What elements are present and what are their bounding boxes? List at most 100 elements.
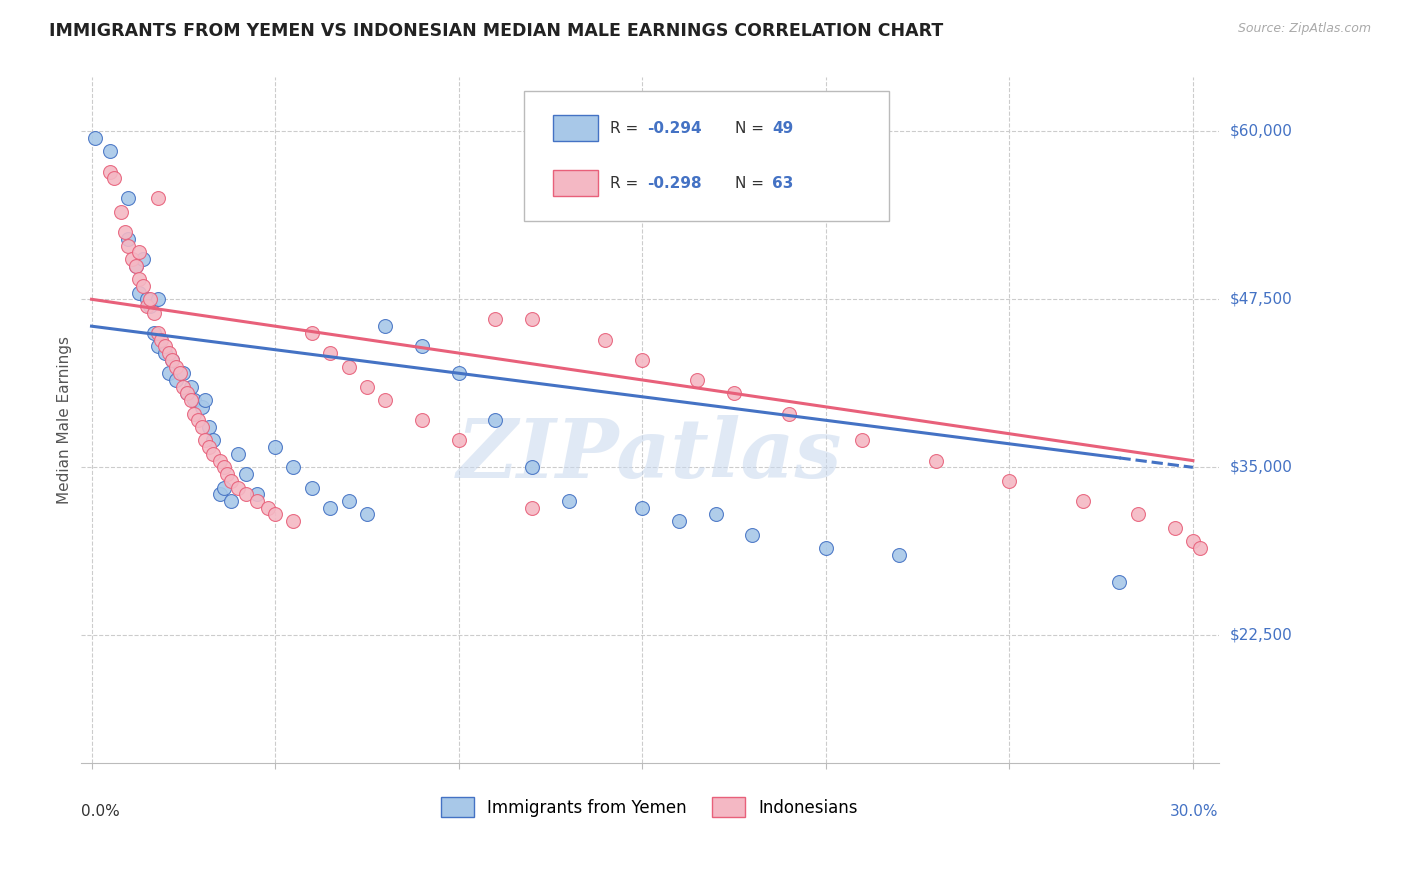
Point bbox=[201, 434, 224, 448]
Point bbox=[520, 500, 543, 515]
Point bbox=[246, 494, 269, 508]
Point bbox=[124, 259, 146, 273]
Point bbox=[631, 352, 654, 367]
Legend: Immigrants from Yemen, Indonesians: Immigrants from Yemen, Indonesians bbox=[434, 791, 865, 823]
Text: R =: R = bbox=[610, 176, 643, 191]
Point bbox=[142, 326, 165, 340]
Point bbox=[176, 386, 198, 401]
Point bbox=[187, 413, 209, 427]
Point bbox=[139, 299, 162, 313]
Point bbox=[520, 312, 543, 326]
Point bbox=[128, 245, 150, 260]
Point bbox=[246, 487, 269, 501]
Point bbox=[219, 494, 242, 508]
Point bbox=[139, 293, 162, 307]
Point bbox=[150, 333, 173, 347]
Point bbox=[411, 339, 433, 353]
Text: $35,000: $35,000 bbox=[1230, 460, 1292, 475]
Point bbox=[132, 252, 155, 266]
Point bbox=[135, 293, 157, 307]
Point bbox=[183, 407, 205, 421]
Point bbox=[146, 191, 169, 205]
Point bbox=[180, 379, 202, 393]
FancyBboxPatch shape bbox=[553, 115, 599, 141]
Point bbox=[447, 434, 470, 448]
Point bbox=[235, 487, 257, 501]
Point bbox=[283, 514, 305, 528]
Point bbox=[146, 339, 169, 353]
Point bbox=[814, 541, 837, 555]
Point bbox=[212, 481, 235, 495]
Point bbox=[595, 333, 617, 347]
Point bbox=[1189, 541, 1212, 555]
Point bbox=[132, 278, 155, 293]
Point bbox=[84, 131, 107, 145]
Point bbox=[176, 386, 198, 401]
Point bbox=[165, 373, 187, 387]
Point bbox=[135, 299, 157, 313]
Point bbox=[183, 393, 205, 408]
Point bbox=[157, 346, 180, 360]
Point bbox=[889, 548, 911, 562]
Point bbox=[146, 293, 169, 307]
Point bbox=[319, 500, 342, 515]
Point bbox=[128, 285, 150, 300]
Point bbox=[180, 393, 202, 408]
Point bbox=[110, 205, 132, 219]
Point bbox=[356, 508, 378, 522]
Point bbox=[217, 467, 239, 481]
Point bbox=[374, 393, 396, 408]
Point bbox=[668, 514, 690, 528]
Point bbox=[117, 238, 139, 252]
Point bbox=[686, 373, 709, 387]
Text: 63: 63 bbox=[772, 176, 794, 191]
Text: R =: R = bbox=[610, 120, 643, 136]
Point bbox=[283, 460, 305, 475]
Point bbox=[447, 366, 470, 380]
Point bbox=[741, 527, 763, 541]
Text: Source: ZipAtlas.com: Source: ZipAtlas.com bbox=[1237, 22, 1371, 36]
Point bbox=[146, 326, 169, 340]
Point bbox=[142, 306, 165, 320]
Point bbox=[925, 453, 948, 467]
Point bbox=[235, 467, 257, 481]
Point bbox=[484, 413, 506, 427]
Text: IMMIGRANTS FROM YEMEN VS INDONESIAN MEDIAN MALE EARNINGS CORRELATION CHART: IMMIGRANTS FROM YEMEN VS INDONESIAN MEDI… bbox=[49, 22, 943, 40]
Point bbox=[124, 259, 146, 273]
Point bbox=[337, 494, 360, 508]
Point bbox=[998, 474, 1021, 488]
Point bbox=[165, 359, 187, 374]
Point bbox=[103, 171, 125, 186]
FancyBboxPatch shape bbox=[524, 91, 889, 221]
Text: $47,500: $47,500 bbox=[1230, 292, 1292, 307]
FancyBboxPatch shape bbox=[553, 170, 599, 196]
Point bbox=[1108, 574, 1130, 589]
Point bbox=[1126, 508, 1149, 522]
Point bbox=[98, 164, 121, 178]
Point bbox=[558, 494, 581, 508]
Point bbox=[121, 252, 143, 266]
Point bbox=[208, 453, 231, 467]
Point bbox=[162, 352, 184, 367]
Point bbox=[153, 346, 176, 360]
Text: N =: N = bbox=[735, 120, 769, 136]
Text: 49: 49 bbox=[772, 120, 794, 136]
Point bbox=[219, 474, 242, 488]
Point bbox=[194, 434, 217, 448]
Point bbox=[98, 145, 121, 159]
Point bbox=[212, 460, 235, 475]
Point bbox=[228, 481, 250, 495]
Text: 30.0%: 30.0% bbox=[1170, 805, 1219, 819]
Point bbox=[411, 413, 433, 427]
Point bbox=[301, 326, 323, 340]
Point bbox=[117, 232, 139, 246]
Point bbox=[778, 407, 800, 421]
Text: ZIPatlas: ZIPatlas bbox=[457, 415, 842, 494]
Point bbox=[201, 447, 224, 461]
Text: -0.298: -0.298 bbox=[647, 176, 702, 191]
Point bbox=[153, 339, 176, 353]
Point bbox=[162, 352, 184, 367]
Point bbox=[301, 481, 323, 495]
Text: $60,000: $60,000 bbox=[1230, 124, 1292, 139]
Point bbox=[1071, 494, 1094, 508]
